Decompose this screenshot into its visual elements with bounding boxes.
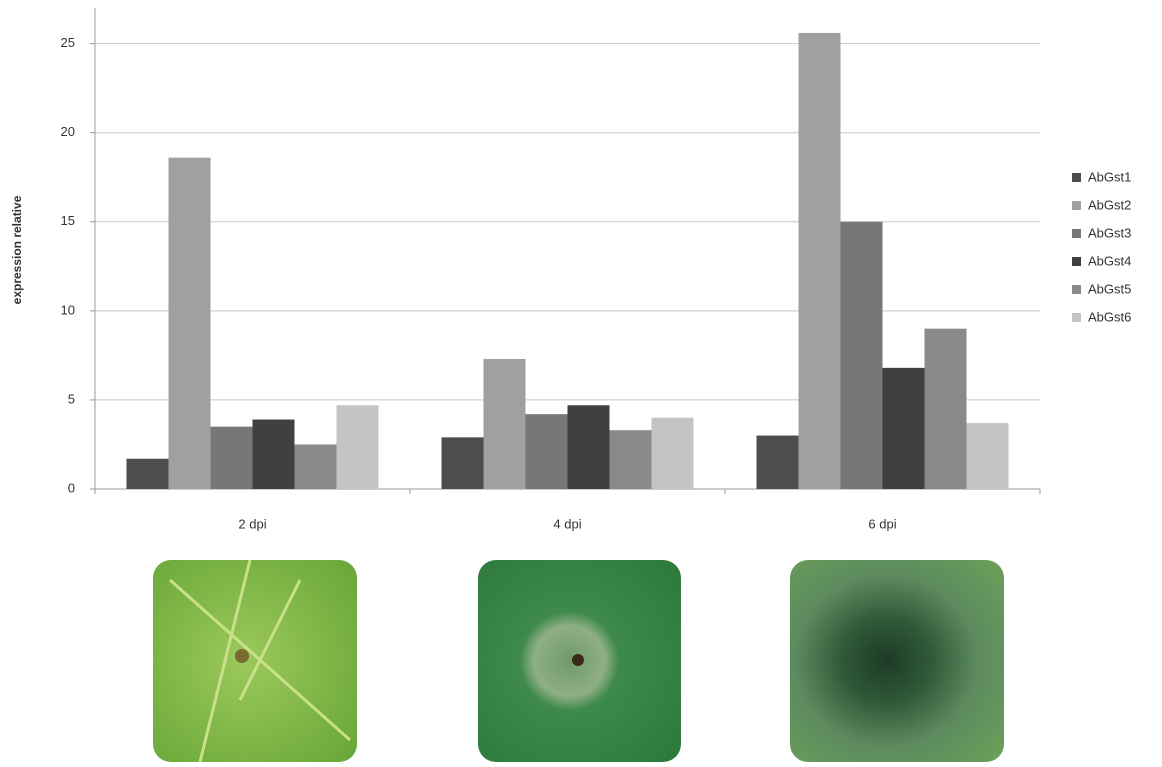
bar (798, 32, 841, 490)
bar (483, 358, 526, 489)
y-axis-label: expression relative (10, 195, 24, 304)
bar (168, 157, 211, 489)
bar (567, 405, 610, 489)
y-tick-label: 5 (68, 391, 75, 406)
legend-swatch (1072, 285, 1081, 294)
legend-swatch (1072, 201, 1081, 210)
legend-swatch (1072, 173, 1081, 182)
y-tick-label: 25 (61, 35, 75, 50)
bar (756, 435, 799, 489)
legend-label: AbGst1 (1088, 169, 1131, 184)
bar (126, 458, 169, 489)
bar (336, 405, 379, 489)
bar (924, 328, 967, 489)
y-tick-label: 10 (61, 302, 75, 317)
bar (609, 430, 652, 489)
legend-label: AbGst2 (1088, 197, 1131, 212)
bar (210, 426, 253, 489)
x-tick-label: 2 dpi (238, 516, 266, 531)
legend-label: AbGst3 (1088, 225, 1131, 240)
y-tick-label: 20 (61, 124, 75, 139)
bar (525, 414, 568, 489)
bar (252, 419, 295, 489)
legend-swatch (1072, 229, 1081, 238)
y-tick-label: 15 (61, 213, 75, 228)
legend-swatch (1072, 257, 1081, 266)
y-tick-label: 0 (68, 480, 75, 495)
bar (840, 221, 883, 489)
lesion (235, 649, 249, 663)
bar (294, 444, 337, 489)
legend-swatch (1072, 313, 1081, 322)
legend-label: AbGst6 (1088, 309, 1131, 324)
leaf-vein (169, 559, 351, 763)
bar (966, 423, 1009, 489)
bar (882, 367, 925, 489)
x-tick-label: 6 dpi (868, 516, 896, 531)
legend-label: AbGst4 (1088, 253, 1131, 268)
legend-label: AbGst5 (1088, 281, 1131, 296)
bar (441, 437, 484, 489)
leaf-photo (790, 560, 1004, 762)
lesion (572, 654, 584, 666)
x-tick-label: 4 dpi (553, 516, 581, 531)
bar (651, 417, 694, 489)
